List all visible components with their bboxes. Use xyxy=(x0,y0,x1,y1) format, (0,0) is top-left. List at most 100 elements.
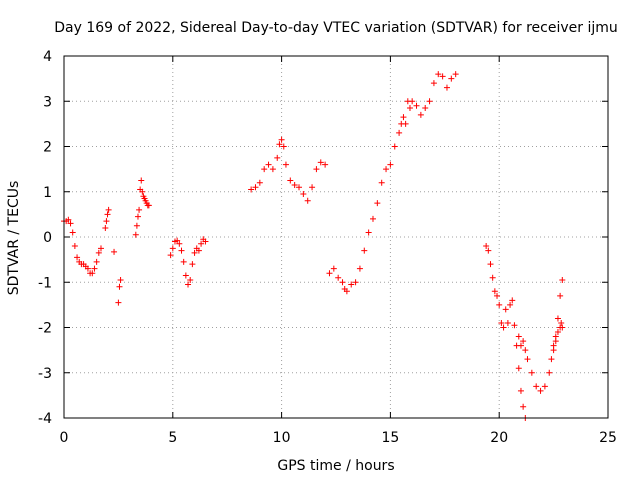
data-point xyxy=(169,245,176,252)
data-point xyxy=(483,243,490,250)
data-point xyxy=(352,279,359,286)
data-point xyxy=(554,329,561,336)
data-point xyxy=(552,333,559,340)
data-point xyxy=(528,369,535,376)
data-point xyxy=(500,324,507,331)
data-point xyxy=(132,231,139,238)
data-point xyxy=(507,301,514,308)
data-point xyxy=(117,276,124,283)
data-point xyxy=(348,281,355,288)
data-point xyxy=(409,98,416,105)
data-point xyxy=(145,202,152,209)
series-seg6 xyxy=(326,71,459,295)
data-point xyxy=(202,238,209,245)
data-point xyxy=(104,211,111,218)
series-seg7 xyxy=(483,243,529,421)
data-point xyxy=(402,120,409,127)
data-point xyxy=(343,288,350,295)
y-axis-label: SDTVAR / TECUs xyxy=(6,181,22,296)
data-point xyxy=(335,274,342,281)
data-point xyxy=(487,261,494,268)
data-point xyxy=(520,403,527,410)
data-point xyxy=(369,215,376,222)
data-point xyxy=(111,248,118,255)
data-point xyxy=(195,247,202,254)
data-point xyxy=(383,166,390,173)
data-point xyxy=(296,184,303,191)
data-point xyxy=(280,143,287,150)
data-point xyxy=(261,166,268,173)
data-point xyxy=(134,213,141,220)
tick-labels: 0 5 10 15 20 25 -4 -3 -2 -1 0 1 2 3 4 xyxy=(38,49,617,446)
data-point xyxy=(71,243,78,250)
data-point xyxy=(515,333,522,340)
data-point xyxy=(91,265,98,272)
data-point xyxy=(65,216,72,223)
data-point xyxy=(274,154,281,161)
y-tick-label: 0 xyxy=(43,230,52,246)
data-point xyxy=(546,369,553,376)
data-point xyxy=(265,161,272,168)
data-point xyxy=(276,141,283,148)
data-point xyxy=(191,249,198,256)
y-tick-label: -2 xyxy=(38,321,52,337)
data-point xyxy=(339,279,346,286)
data-point xyxy=(550,342,557,349)
data-point xyxy=(522,347,529,354)
data-point xyxy=(95,249,102,256)
data-point xyxy=(554,315,561,322)
data-point xyxy=(520,338,527,345)
data-point xyxy=(406,105,413,112)
data-point xyxy=(248,186,255,193)
data-point xyxy=(317,159,324,166)
x-tick-label: 20 xyxy=(490,430,508,446)
plot-frame xyxy=(63,55,609,419)
data-point xyxy=(178,247,185,254)
data-point xyxy=(269,166,276,173)
data-point xyxy=(378,179,385,186)
data-point xyxy=(533,383,540,390)
data-point xyxy=(558,319,565,326)
data-point xyxy=(185,281,192,288)
data-point xyxy=(356,265,363,272)
series-seg5 xyxy=(248,136,329,204)
data-point xyxy=(365,229,372,236)
data-point xyxy=(330,265,337,272)
data-point xyxy=(541,383,548,390)
data-point xyxy=(417,111,424,118)
data-point xyxy=(322,161,329,168)
data-point xyxy=(396,129,403,136)
series-seg3 xyxy=(132,177,152,238)
y-tick-label: -1 xyxy=(38,275,52,291)
data-point xyxy=(439,73,446,80)
data-point xyxy=(116,283,123,290)
data-point xyxy=(69,229,76,236)
data-point xyxy=(443,84,450,91)
y-tick-label: 1 xyxy=(43,185,52,201)
data-point xyxy=(187,276,194,283)
y-tick-label: 3 xyxy=(43,94,52,110)
data-point xyxy=(559,276,566,283)
grid xyxy=(64,56,608,418)
data-point xyxy=(391,143,398,150)
data-point xyxy=(74,254,81,261)
data-point xyxy=(252,184,259,191)
data-point xyxy=(300,191,307,198)
data-point xyxy=(180,258,187,265)
data-point xyxy=(426,98,433,105)
data-point xyxy=(198,240,205,247)
data-point xyxy=(557,292,564,299)
series-seg4 xyxy=(167,236,209,288)
data-point xyxy=(452,71,459,78)
y-tick-label: -3 xyxy=(38,366,52,382)
data-point xyxy=(282,161,289,168)
data-point xyxy=(138,177,145,184)
data-point xyxy=(139,188,146,195)
data-point xyxy=(494,292,501,299)
data-point xyxy=(489,274,496,281)
data-point xyxy=(374,200,381,207)
data-point xyxy=(93,258,100,265)
data-point xyxy=(515,365,522,372)
data-point xyxy=(422,105,429,112)
